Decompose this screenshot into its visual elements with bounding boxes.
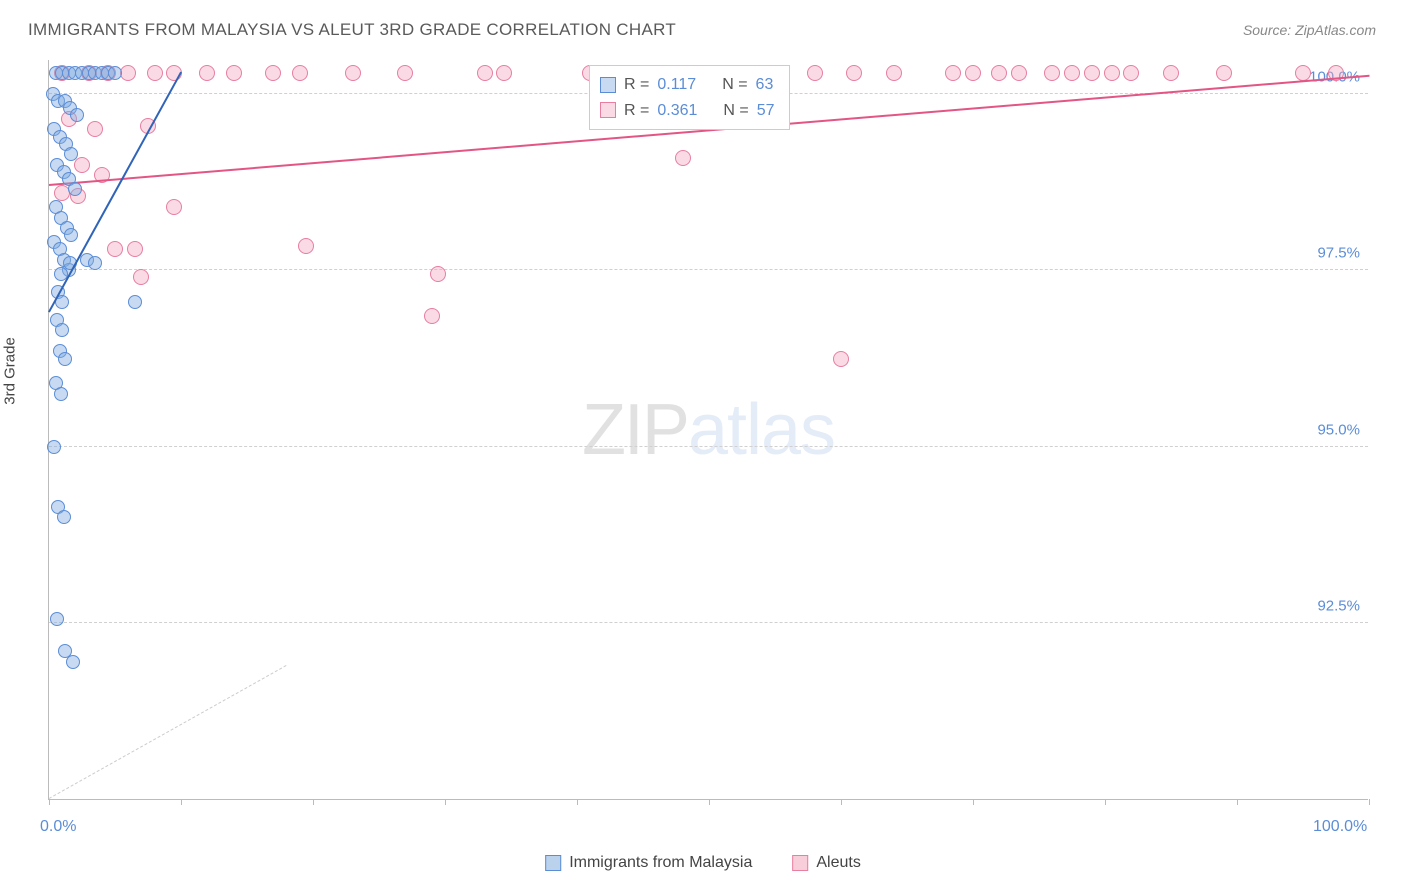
data-point: [298, 238, 314, 254]
x-tick: [445, 799, 446, 805]
stat-r-label: R =: [624, 98, 649, 124]
diagonal-guide: [49, 665, 287, 799]
data-point: [1163, 65, 1179, 81]
data-point: [477, 65, 493, 81]
plot-area: ZIPatlas 92.5%95.0%97.5%100.0%R =0.117N …: [48, 60, 1368, 800]
stats-row: R = 0.361 N = 57: [600, 98, 775, 124]
legend-swatch: [792, 855, 808, 871]
stat-n-value: 57: [757, 98, 775, 124]
x-tick: [841, 799, 842, 805]
x-tick: [1369, 799, 1370, 805]
x-tick: [313, 799, 314, 805]
watermark-part2: atlas: [688, 390, 835, 470]
data-point: [54, 387, 68, 401]
legend-swatch: [545, 855, 561, 871]
y-axis-title: 3rd Grade: [2, 337, 19, 405]
data-point: [345, 65, 361, 81]
series-swatch: [600, 77, 616, 93]
watermark: ZIPatlas: [582, 389, 835, 471]
data-point: [50, 612, 64, 626]
data-point: [397, 65, 413, 81]
stat-r-label: R =: [624, 72, 649, 98]
data-point: [1084, 65, 1100, 81]
data-point: [88, 256, 102, 270]
x-tick-label: 100.0%: [1313, 818, 1367, 836]
x-tick: [577, 799, 578, 805]
data-point: [430, 266, 446, 282]
data-point: [47, 440, 61, 454]
x-tick: [1105, 799, 1106, 805]
watermark-part1: ZIP: [582, 390, 688, 470]
gridline: [49, 622, 1368, 623]
data-point: [807, 65, 823, 81]
data-point: [66, 655, 80, 669]
data-point: [265, 65, 281, 81]
data-point: [1064, 65, 1080, 81]
data-point: [64, 228, 78, 242]
data-point: [107, 241, 123, 257]
data-point: [1216, 65, 1232, 81]
data-point: [675, 150, 691, 166]
x-tick: [709, 799, 710, 805]
stats-box: R = 0.117 N = 63 R = 0.361 N = 57: [589, 65, 790, 130]
y-tick-label: 97.5%: [1317, 245, 1360, 262]
data-point: [74, 157, 90, 173]
data-point: [1011, 65, 1027, 81]
bottom-legend: Immigrants from Malaysia Aleuts: [545, 854, 861, 872]
y-tick-label: 92.5%: [1317, 597, 1360, 614]
stat-n-value: 63: [756, 72, 774, 98]
data-point: [199, 65, 215, 81]
legend-label: Aleuts: [816, 854, 860, 872]
data-point: [166, 199, 182, 215]
stat-n-label: N =: [723, 98, 748, 124]
x-tick-label: 0.0%: [40, 818, 76, 836]
data-point: [68, 182, 82, 196]
data-point: [1123, 65, 1139, 81]
x-tick: [49, 799, 50, 805]
data-point: [965, 65, 981, 81]
data-point: [58, 352, 72, 366]
gridline: [49, 446, 1368, 447]
stat-r-value: 0.361: [657, 98, 697, 124]
data-point: [945, 65, 961, 81]
legend-item: Aleuts: [792, 854, 860, 872]
data-point: [226, 65, 242, 81]
data-point: [108, 66, 122, 80]
data-point: [120, 65, 136, 81]
data-point: [64, 147, 78, 161]
data-point: [1044, 65, 1060, 81]
data-point: [1104, 65, 1120, 81]
data-point: [991, 65, 1007, 81]
stat-r-value: 0.117: [657, 72, 696, 98]
chart-title: IMMIGRANTS FROM MALAYSIA VS ALEUT 3RD GR…: [28, 20, 676, 40]
stats-row: R = 0.117 N = 63: [600, 72, 775, 98]
data-point: [292, 65, 308, 81]
gridline: [49, 269, 1368, 270]
y-tick-label: 95.0%: [1317, 421, 1360, 438]
data-point: [846, 65, 862, 81]
data-point: [496, 65, 512, 81]
x-tick: [973, 799, 974, 805]
data-point: [833, 351, 849, 367]
x-tick: [1237, 799, 1238, 805]
data-point: [57, 510, 71, 524]
legend-label: Immigrants from Malaysia: [569, 854, 752, 872]
data-point: [133, 269, 149, 285]
data-point: [87, 121, 103, 137]
data-point: [424, 308, 440, 324]
series-swatch: [600, 102, 616, 118]
data-point: [55, 323, 69, 337]
data-point: [147, 65, 163, 81]
data-point: [886, 65, 902, 81]
source-attribution: Source: ZipAtlas.com: [1243, 22, 1376, 38]
data-point: [127, 241, 143, 257]
stat-n-label: N =: [722, 72, 747, 98]
data-point: [128, 295, 142, 309]
legend-item: Immigrants from Malaysia: [545, 854, 752, 872]
x-tick: [181, 799, 182, 805]
data-point: [70, 108, 84, 122]
